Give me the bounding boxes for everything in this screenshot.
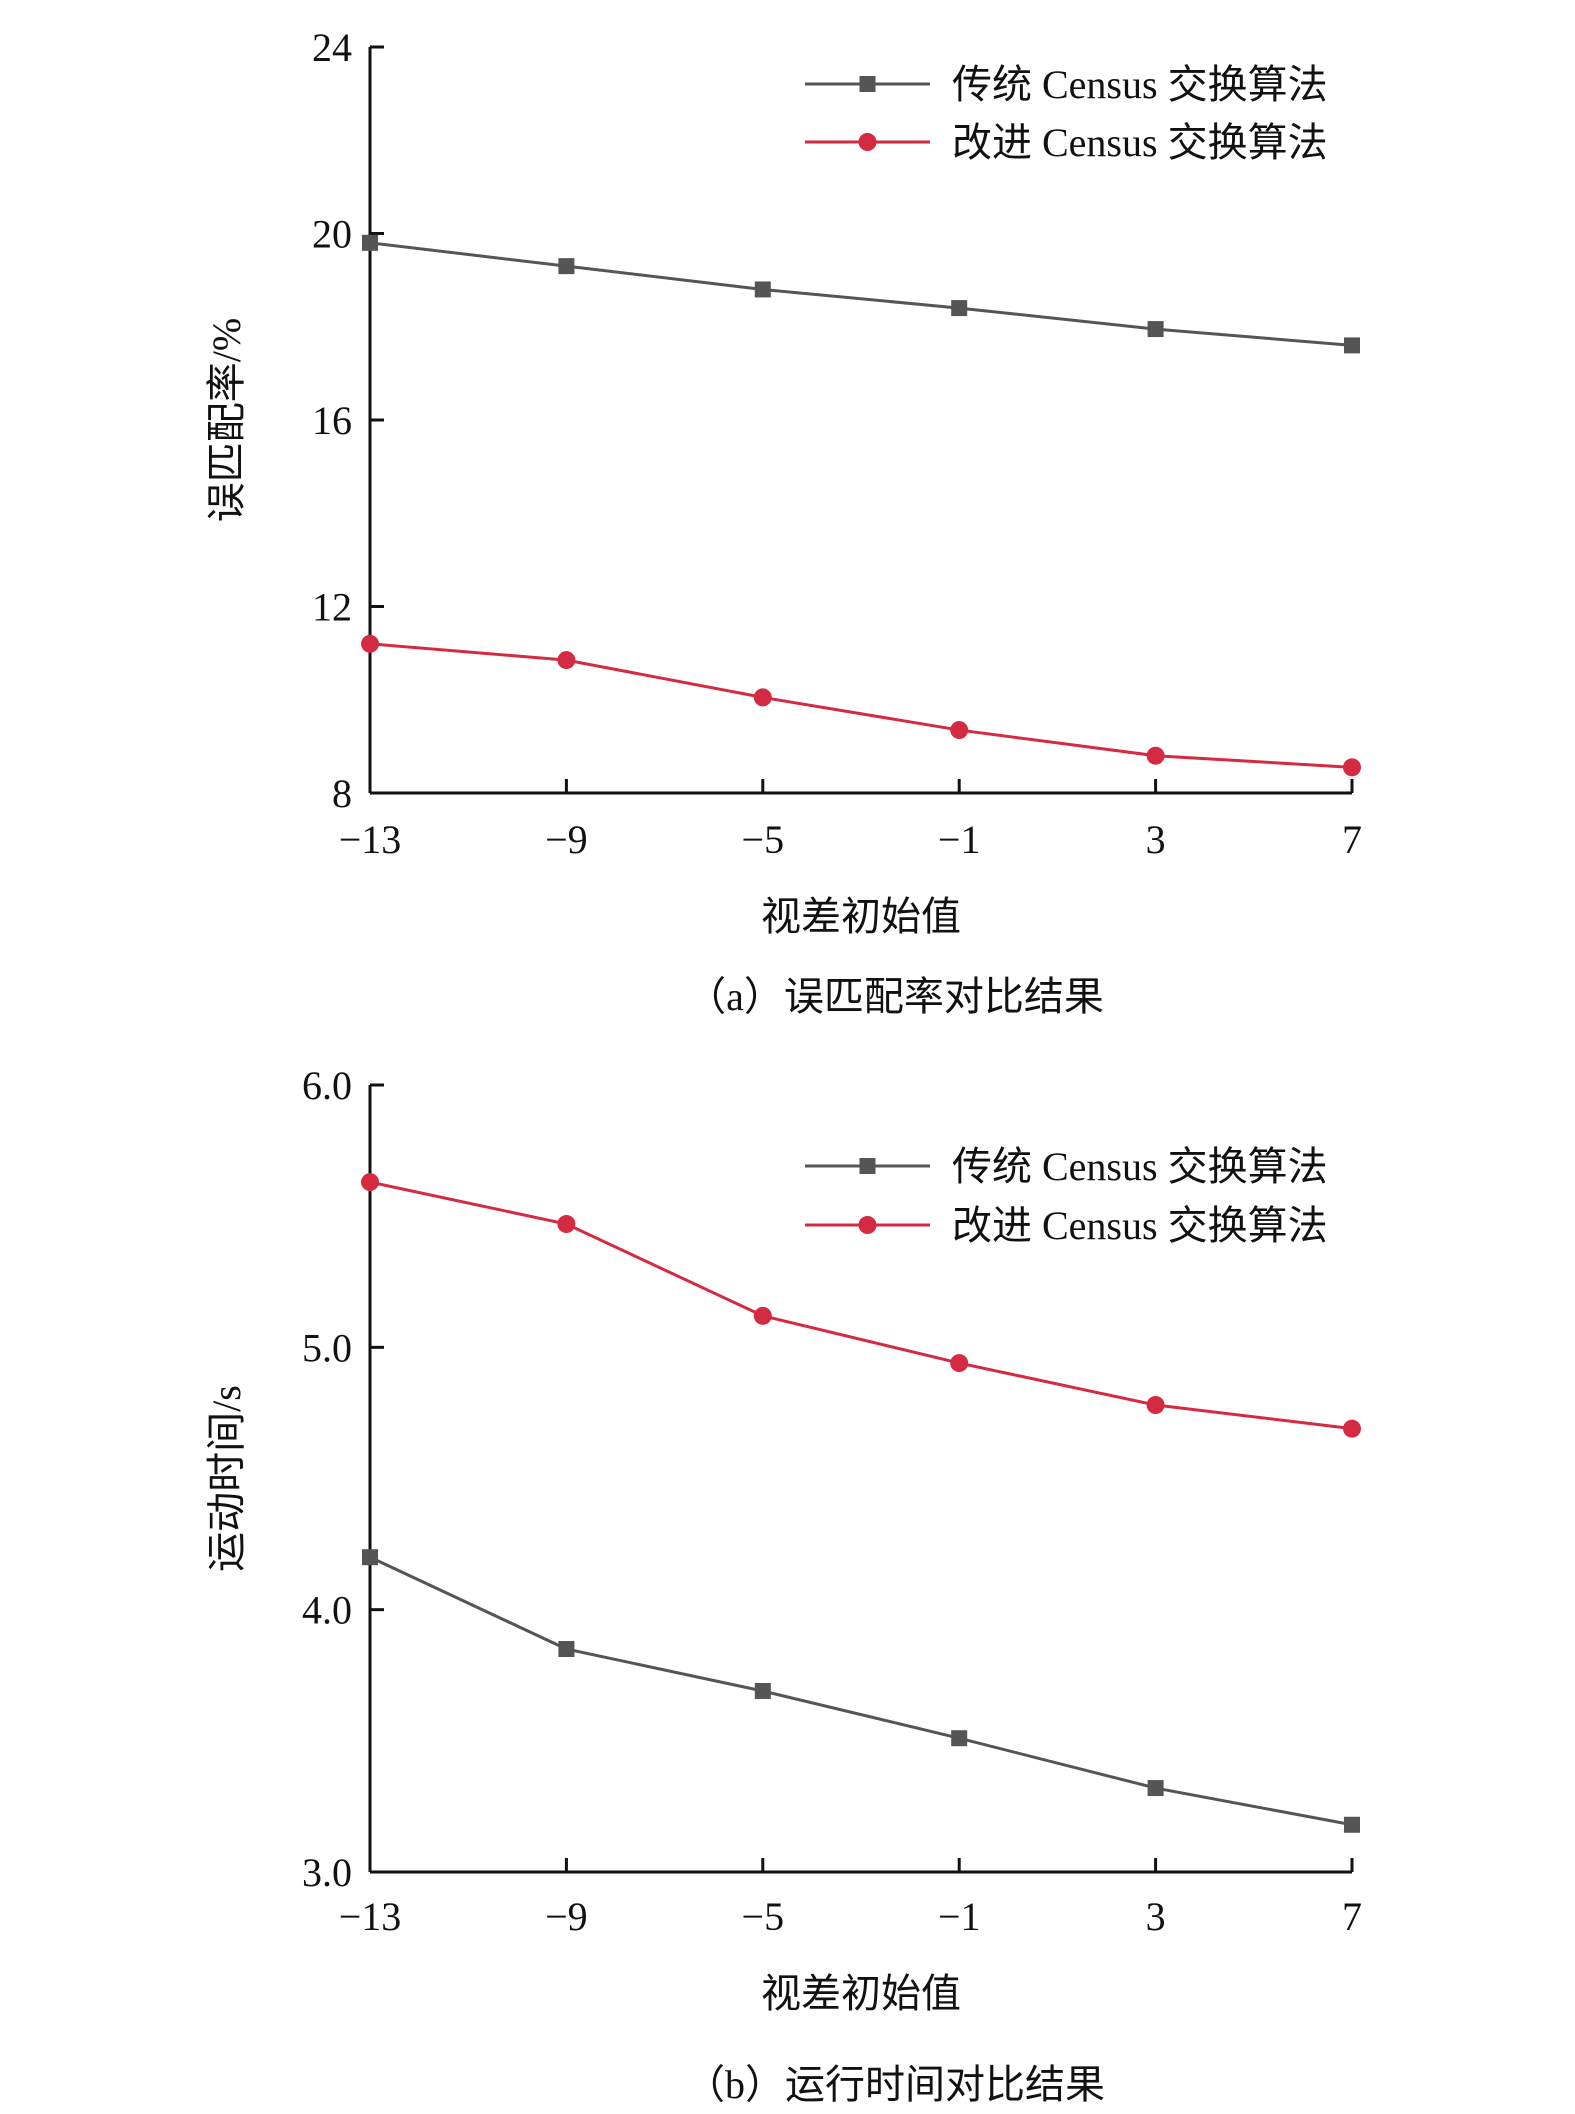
chart-b-x-tick-label: −13 bbox=[339, 1894, 402, 1939]
chart-b-x-tick-label: −9 bbox=[545, 1894, 588, 1939]
chart-a-y-tick-label: 12 bbox=[312, 585, 352, 630]
chart-b-x-tick-label: 7 bbox=[1342, 1894, 1362, 1939]
chart-b: （b）运行时间对比结果 3.04.05.06.0−13 −9 −5 −1 3 7视差初始值… bbox=[204, 1063, 1362, 2107]
chart-a-series-1-point bbox=[754, 281, 771, 298]
chart-b-caption: （b）运行时间对比结果 bbox=[685, 2062, 1105, 2107]
chart-a-series-1-point bbox=[362, 234, 378, 251]
chart-b-x-tick-label: 3 bbox=[1146, 1894, 1166, 1939]
chart-a-series-2-point bbox=[950, 721, 969, 740]
chart-a-series-1-point bbox=[951, 300, 968, 317]
chart-a-series-1-line bbox=[369, 241, 1353, 347]
chart-a-legend-label-1: 传统 Census 交换算法 bbox=[952, 62, 1328, 107]
chart-b-x-tick-label: −1 bbox=[938, 1894, 981, 1939]
chart-b-y-tick-label: 6.0 bbox=[302, 1063, 352, 1108]
chart-a-series-1-point bbox=[1344, 337, 1360, 354]
chart-b-series-1-line bbox=[369, 1555, 1353, 1827]
chart-b-series-2-point bbox=[557, 1215, 576, 1234]
chart-a-series-2-point bbox=[361, 634, 379, 653]
chart-a-y-axis-title: 误匹配率/% bbox=[204, 318, 249, 522]
chart-b-y-axis-title: 运动时间/s bbox=[204, 1385, 249, 1572]
chart-b-legend-marker-1 bbox=[859, 1158, 876, 1174]
chart-a-x-tick-label: −9 bbox=[545, 817, 588, 862]
chart-a-series-2-line bbox=[369, 642, 1353, 769]
chart-a-legend-marker-1 bbox=[859, 76, 876, 92]
chart-b-series-2-point bbox=[1146, 1396, 1165, 1415]
chart-a-y-tick-label: 16 bbox=[312, 398, 352, 443]
chart-a-x-tick-label: −5 bbox=[742, 817, 785, 862]
chart-a-y-tick-label: 8 bbox=[332, 771, 352, 816]
chart-b-legend-label-1: 传统 Census 交换算法 bbox=[952, 1144, 1328, 1189]
chart-a-series-1-point bbox=[1147, 321, 1164, 338]
chart-a-y-tick-label: 20 bbox=[312, 212, 352, 257]
chart-b-x-axis-title: 视差初始值 bbox=[761, 1971, 961, 2016]
chart-a-series-2-point bbox=[753, 688, 772, 707]
chart-a-series-2-point bbox=[557, 651, 576, 670]
chart-b-series-1-point bbox=[951, 1730, 968, 1747]
chart-b-y-tick-label: 3.0 bbox=[302, 1850, 352, 1895]
chart-b-series-2-line bbox=[369, 1180, 1353, 1431]
chart-a-legend-marker-2 bbox=[858, 133, 877, 151]
chart-b-series-2-point bbox=[361, 1173, 379, 1192]
chart-b-legend-marker-2 bbox=[858, 1216, 877, 1234]
chart-b-y-tick-label: 5.0 bbox=[302, 1325, 352, 1370]
chart-b-series-1-point bbox=[362, 1549, 378, 1566]
chart-b-series-1-point bbox=[1344, 1816, 1360, 1833]
chart-b-legend-label-2: 改进 Census 交换算法 bbox=[952, 1203, 1328, 1248]
chart-b-series-2-point bbox=[950, 1354, 969, 1373]
chart-a-x-tick-label: 3 bbox=[1146, 817, 1166, 862]
chart-a-series-1-point bbox=[558, 258, 575, 275]
chart-b-x-tick-label: −5 bbox=[742, 1894, 785, 1939]
chart-a-x-axis-title: 视差初始值 bbox=[761, 894, 961, 939]
chart-a-series-2-point bbox=[1146, 746, 1165, 765]
chart-a-caption: （a）误匹配率对比结果 bbox=[686, 974, 1104, 1019]
chart-a-series-2-point bbox=[1343, 758, 1361, 777]
chart-a-legend-label-2: 改进 Census 交换算法 bbox=[952, 120, 1328, 165]
chart-a-x-tick-label: −13 bbox=[339, 817, 402, 862]
chart-b-series-1-point bbox=[558, 1641, 575, 1658]
chart-b-series-2-point bbox=[753, 1306, 772, 1325]
chart-a-x-tick-label: 7 bbox=[1342, 817, 1362, 862]
chart-b-series-1-point bbox=[1147, 1780, 1164, 1797]
chart-a-x-tick-label: −1 bbox=[938, 817, 981, 862]
chart-b-y-tick-label: 4.0 bbox=[302, 1588, 352, 1633]
chart-a-y-tick-label: 24 bbox=[312, 25, 352, 70]
chart-b-series-1-point bbox=[754, 1682, 771, 1699]
chart-b-series-2-point bbox=[1343, 1419, 1361, 1438]
